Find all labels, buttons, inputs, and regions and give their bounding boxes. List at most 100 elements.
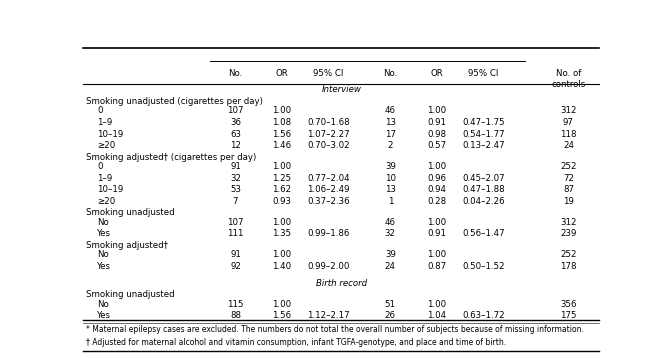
Text: 95% CI: 95% CI [313, 69, 344, 78]
Text: 1.00: 1.00 [428, 218, 446, 227]
Text: 13: 13 [385, 118, 396, 127]
Text: OR: OR [276, 69, 288, 78]
Text: No.: No. [228, 69, 242, 78]
Text: 1.25: 1.25 [272, 174, 292, 183]
Text: Yes: Yes [97, 311, 111, 320]
Text: 32: 32 [385, 229, 396, 238]
Text: 107: 107 [227, 106, 244, 115]
Text: 0.45–2.07: 0.45–2.07 [462, 174, 505, 183]
Text: 1.00: 1.00 [428, 300, 446, 309]
Text: 1.00: 1.00 [428, 106, 446, 115]
Text: 10: 10 [385, 174, 396, 183]
Text: 46: 46 [385, 218, 396, 227]
Text: 46: 46 [385, 106, 396, 115]
Text: 0.28: 0.28 [428, 197, 446, 206]
Text: Smoking unadjusted (cigarettes per day): Smoking unadjusted (cigarettes per day) [86, 97, 262, 106]
Text: 0.99–2.00: 0.99–2.00 [307, 262, 350, 271]
Text: 175: 175 [560, 311, 577, 320]
Text: 92: 92 [230, 262, 241, 271]
Text: 115: 115 [227, 300, 244, 309]
Text: 1.07–2.27: 1.07–2.27 [307, 130, 350, 139]
Text: 1.40: 1.40 [272, 262, 292, 271]
Text: 91: 91 [230, 251, 241, 260]
Text: 0.99–1.86: 0.99–1.86 [307, 229, 350, 238]
Text: 97: 97 [563, 118, 574, 127]
Text: 88: 88 [230, 311, 241, 320]
Text: 107: 107 [227, 218, 244, 227]
Text: Smoking unadjusted: Smoking unadjusted [86, 290, 174, 299]
Text: 39: 39 [385, 162, 396, 171]
Text: 0.87: 0.87 [428, 262, 446, 271]
Text: 0.70–3.02: 0.70–3.02 [307, 141, 350, 150]
Text: No: No [97, 300, 109, 309]
Text: 51: 51 [385, 300, 396, 309]
Text: 178: 178 [560, 262, 577, 271]
Text: Smoking adjusted† (cigarettes per day): Smoking adjusted† (cigarettes per day) [86, 153, 256, 162]
Text: 1.46: 1.46 [272, 141, 292, 150]
Text: 252: 252 [560, 251, 577, 260]
Text: 10–19: 10–19 [97, 185, 123, 194]
Text: 26: 26 [385, 311, 396, 320]
Text: No: No [97, 251, 109, 260]
Text: 0.47–1.88: 0.47–1.88 [462, 185, 505, 194]
Text: 1.35: 1.35 [272, 229, 292, 238]
Text: 1–9: 1–9 [97, 174, 113, 183]
Text: 63: 63 [230, 130, 241, 139]
Text: 0: 0 [97, 162, 103, 171]
Text: 0.54–1.77: 0.54–1.77 [462, 130, 505, 139]
Text: 0: 0 [97, 106, 103, 115]
Text: Interview: Interview [322, 85, 361, 94]
Text: 356: 356 [560, 300, 577, 309]
Text: 0.47–1.75: 0.47–1.75 [462, 118, 505, 127]
Text: 118: 118 [560, 130, 577, 139]
Text: 72: 72 [563, 174, 574, 183]
Text: 1.06–2.49: 1.06–2.49 [307, 185, 350, 194]
Text: 32: 32 [230, 174, 241, 183]
Text: * Maternal epilepsy cases are excluded. The numbers do not total the overall num: * Maternal epilepsy cases are excluded. … [86, 325, 583, 334]
Text: 252: 252 [560, 162, 577, 171]
Text: Birth record: Birth record [316, 279, 367, 287]
Text: 53: 53 [230, 185, 241, 194]
Text: 1–9: 1–9 [97, 118, 113, 127]
Text: Yes: Yes [97, 262, 111, 271]
Text: 0.04–2.26: 0.04–2.26 [462, 197, 505, 206]
Text: 0.91: 0.91 [428, 229, 446, 238]
Text: 1.04: 1.04 [428, 311, 446, 320]
Text: 7: 7 [232, 197, 238, 206]
Text: 111: 111 [227, 229, 244, 238]
Text: 2: 2 [388, 141, 393, 150]
Text: 1.00: 1.00 [428, 162, 446, 171]
Text: 0.57: 0.57 [428, 141, 446, 150]
Text: ≥20: ≥20 [97, 141, 115, 150]
Text: 0.63–1.72: 0.63–1.72 [462, 311, 505, 320]
Text: 39: 39 [385, 251, 396, 260]
Text: 0.96: 0.96 [428, 174, 446, 183]
Text: 0.77–2.04: 0.77–2.04 [307, 174, 350, 183]
Text: ≥20: ≥20 [97, 197, 115, 206]
Text: Smoking unadjusted: Smoking unadjusted [86, 208, 174, 217]
Text: 1.12–2.17: 1.12–2.17 [307, 311, 350, 320]
Text: 1.56: 1.56 [272, 311, 292, 320]
Text: 87: 87 [563, 185, 574, 194]
Text: 1: 1 [388, 197, 393, 206]
Text: 1.00: 1.00 [272, 218, 292, 227]
Text: Smoking adjusted†: Smoking adjusted† [86, 241, 168, 250]
Text: 0.50–1.52: 0.50–1.52 [462, 262, 505, 271]
Text: No: No [97, 218, 109, 227]
Text: 0.56–1.47: 0.56–1.47 [462, 229, 505, 238]
Text: 1.00: 1.00 [428, 251, 446, 260]
Text: 1.62: 1.62 [272, 185, 292, 194]
Text: 0.93: 0.93 [272, 197, 292, 206]
Text: 0.98: 0.98 [428, 130, 446, 139]
Text: No. of
controls: No. of controls [551, 69, 585, 88]
Text: 19: 19 [563, 197, 574, 206]
Text: 0.70–1.68: 0.70–1.68 [307, 118, 350, 127]
Text: 1.00: 1.00 [272, 106, 292, 115]
Text: 1.00: 1.00 [272, 162, 292, 171]
Text: 0.91: 0.91 [428, 118, 446, 127]
Text: † Adjusted for maternal alcohol and vitamin consumption, infant TGFA-genotype, a: † Adjusted for maternal alcohol and vita… [86, 338, 506, 347]
Text: 312: 312 [560, 106, 577, 115]
Text: 36: 36 [230, 118, 241, 127]
Text: 1.08: 1.08 [272, 118, 292, 127]
Text: OR: OR [430, 69, 443, 78]
